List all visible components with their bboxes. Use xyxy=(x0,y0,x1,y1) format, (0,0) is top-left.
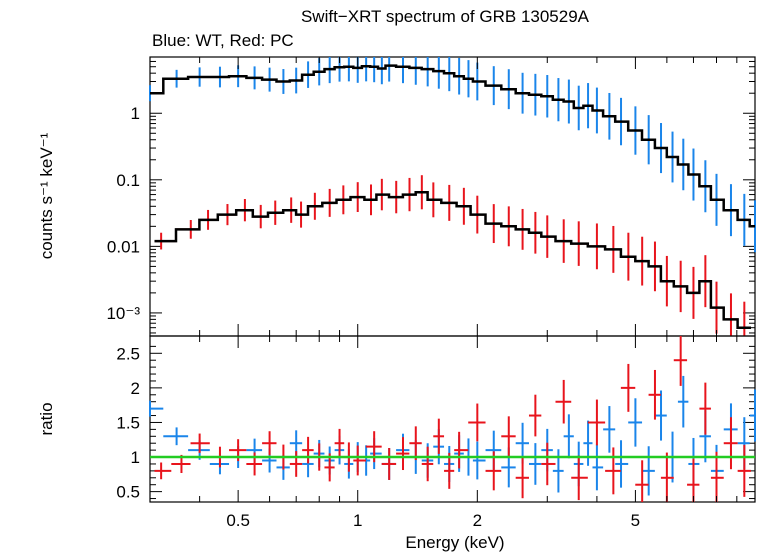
ratio-point xyxy=(190,433,210,453)
y-tick-label: 1 xyxy=(131,448,140,467)
ratio-point xyxy=(723,417,738,470)
ratio-point xyxy=(587,399,606,446)
ratio-point xyxy=(528,394,542,437)
ratio-panel: 0.5 1 1.5 2 2.5 ratio xyxy=(37,335,756,503)
ratio-point xyxy=(620,363,636,412)
ratio-point xyxy=(262,431,277,456)
ratio-point xyxy=(444,452,455,489)
ratio-point xyxy=(541,442,556,486)
spectrum-point xyxy=(361,57,371,82)
ratio-point xyxy=(677,375,689,428)
ratio-point xyxy=(648,369,661,420)
ratio-point xyxy=(687,458,700,502)
spectrum-point xyxy=(409,57,422,85)
ratio-point xyxy=(381,447,397,480)
x-tick-label: 0.5 xyxy=(226,511,250,530)
ratio-point xyxy=(660,452,674,502)
ratio-point xyxy=(737,444,751,497)
ratio-point xyxy=(454,431,469,469)
ratio-y-axis-label: ratio xyxy=(37,402,56,435)
ratio-point xyxy=(396,437,410,471)
spectrum-point xyxy=(378,57,386,85)
ratio-point xyxy=(468,403,486,442)
ratio-point xyxy=(673,336,688,386)
x-tick-label: 5 xyxy=(631,511,640,530)
ratio-point xyxy=(615,440,629,488)
spectrum-frame xyxy=(149,56,756,337)
x-tick-label: 1 xyxy=(353,511,362,530)
x-tick-label: 2 xyxy=(473,511,482,530)
ratio-point xyxy=(421,446,434,482)
spectrum-point xyxy=(433,57,445,89)
ratio-point xyxy=(370,438,382,470)
ratio-point xyxy=(563,414,574,459)
spectrum-point xyxy=(421,57,434,87)
ratio-point xyxy=(635,460,649,502)
y-tick-label: 0.01 xyxy=(107,237,140,256)
x-axis-label: Energy (keV) xyxy=(405,533,504,552)
ratio-point xyxy=(571,455,588,501)
y-tick-label: 1 xyxy=(131,104,140,123)
y-tick-label: 1.5 xyxy=(116,413,140,432)
model-line xyxy=(154,191,751,329)
ratio-point xyxy=(515,457,529,499)
ratio-point xyxy=(555,379,572,424)
ratio-point xyxy=(163,427,189,446)
ratio-point xyxy=(501,416,516,457)
ratio-point xyxy=(603,406,616,453)
ratio-point xyxy=(654,390,667,441)
ratio-point xyxy=(583,420,593,466)
ratio-point xyxy=(302,436,314,464)
ratio-point xyxy=(628,398,643,447)
ratio-point xyxy=(433,418,445,454)
spectrum-y-axis-label: counts s⁻¹ keV⁻¹ xyxy=(37,132,56,259)
ratio-point xyxy=(154,462,172,480)
y-tick-label: 0.1 xyxy=(116,171,140,190)
ratio-point xyxy=(353,445,366,476)
ratio-point xyxy=(149,400,164,417)
spectrum-point xyxy=(385,57,397,82)
spectrum-point xyxy=(723,293,738,336)
ratio-point xyxy=(592,444,604,491)
ratio-point xyxy=(710,451,724,502)
ratio-point xyxy=(642,446,655,496)
spectrum-panel: 1 0.1 0.01 10⁻³ counts s⁻¹ keV⁻¹ xyxy=(37,56,756,337)
spectrum-point xyxy=(396,57,410,84)
chart-subtitle: Blue: WT, Red: PC xyxy=(152,31,294,50)
ratio-point xyxy=(749,389,756,442)
spectrum-point xyxy=(737,301,751,336)
model-line xyxy=(150,64,755,228)
y-tick-label: 2 xyxy=(131,379,140,398)
ratio-point xyxy=(605,447,621,495)
ratio-point xyxy=(289,451,303,477)
y-tick-label: 2.5 xyxy=(116,344,140,363)
y-tick-label: 0.5 xyxy=(116,483,140,502)
chart-title: Swift−XRT spectrum of GRB 130529A xyxy=(301,7,590,26)
ratio-point xyxy=(409,426,422,461)
ratio-point xyxy=(472,441,486,480)
ratio-point xyxy=(552,449,564,493)
y-tick-label: 10⁻³ xyxy=(106,304,140,323)
ratio-point xyxy=(334,428,345,458)
spectrum-point xyxy=(344,57,354,82)
ratio-point xyxy=(528,443,542,485)
ratio-point xyxy=(699,382,711,435)
